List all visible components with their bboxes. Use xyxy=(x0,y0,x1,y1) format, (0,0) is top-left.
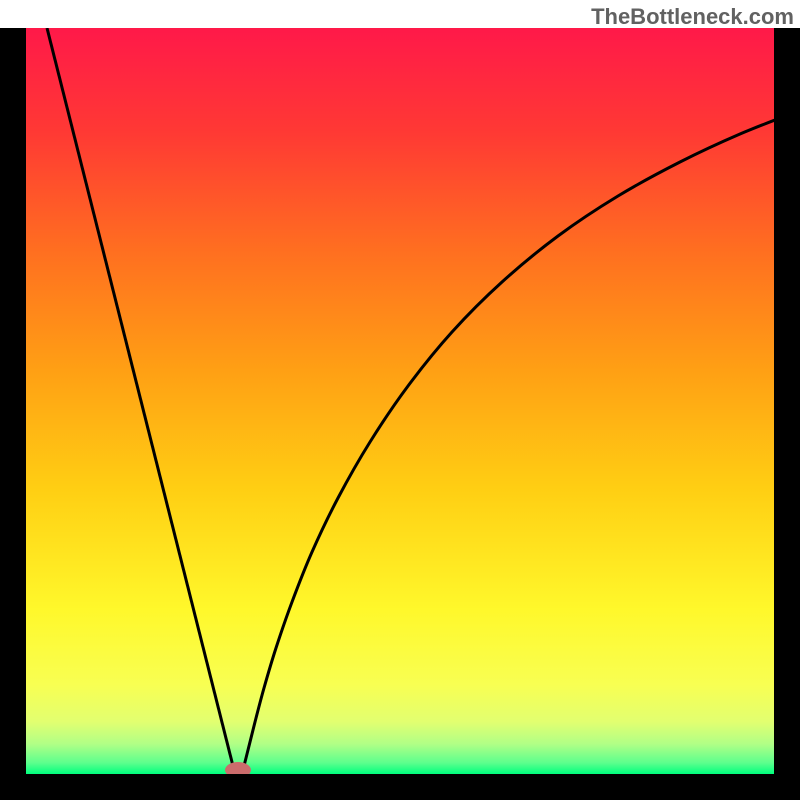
left-curve xyxy=(47,28,234,770)
right-curve xyxy=(243,112,796,770)
valley-marker xyxy=(225,762,251,778)
curve-overlay xyxy=(0,0,800,800)
